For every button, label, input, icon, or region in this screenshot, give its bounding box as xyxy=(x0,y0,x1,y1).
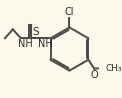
Text: S: S xyxy=(32,27,39,37)
Text: Cl: Cl xyxy=(65,7,74,17)
Text: NH: NH xyxy=(18,39,33,49)
Text: CH₃: CH₃ xyxy=(106,64,122,73)
Text: NH: NH xyxy=(38,39,53,49)
Text: O: O xyxy=(90,70,98,80)
